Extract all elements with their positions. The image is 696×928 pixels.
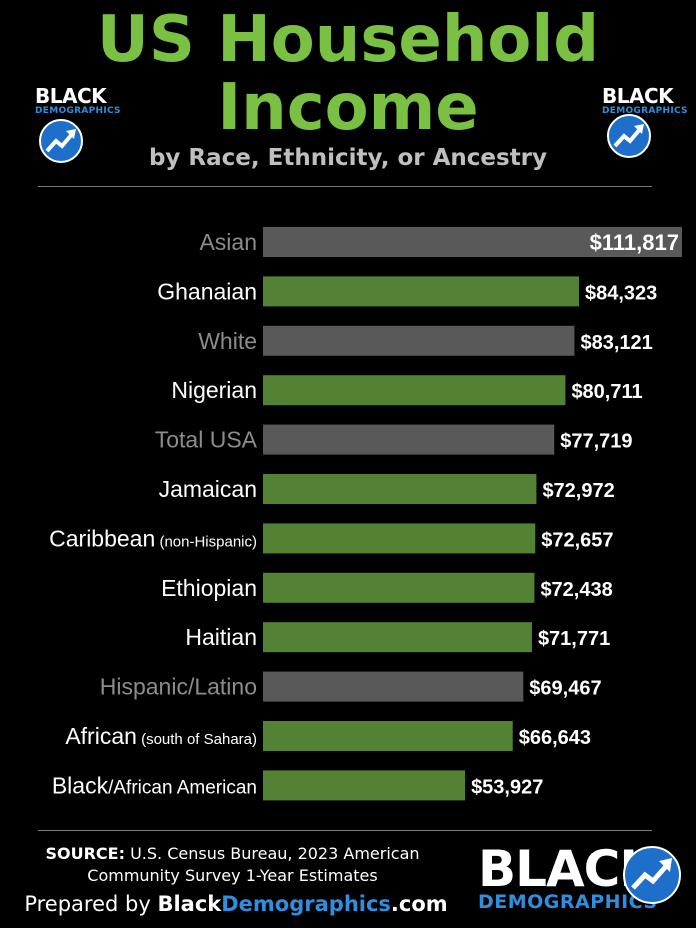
category-label: Ghanaian: [157, 278, 257, 304]
logo-word-black: BLACK: [35, 84, 107, 108]
page-title-line1: US Household: [96, 3, 600, 77]
value-label: $80,711: [571, 381, 642, 403]
bar: [263, 424, 555, 455]
value-label: $77,719: [560, 431, 632, 453]
bar: [263, 671, 524, 702]
category-label: Total USA: [155, 427, 258, 453]
source-label: SOURCE:: [45, 844, 125, 863]
income-bar-chart: Asian $111,817 Ghanaian $84,323 White $83,121…: [49, 227, 682, 801]
category-label: Jamaican: [159, 476, 257, 502]
bar: [263, 523, 536, 554]
category-label: Ethiopian: [161, 575, 257, 601]
bar: [263, 770, 466, 801]
category-label: Nigerian: [171, 377, 257, 403]
logo-top-left: BLACK DEMOGRAPHICS: [35, 84, 121, 163]
prepared-brand-demographics: Demographics: [221, 892, 391, 916]
logo-word-demographics: DEMOGRAPHICS: [478, 891, 658, 913]
value-label: $83,121: [580, 332, 652, 354]
category-label: Haitian: [185, 624, 257, 650]
page-title-line2: Income: [217, 71, 479, 145]
trending-up-arrow-icon: [39, 119, 83, 163]
source-note: SOURCE: U.S. Census Bureau, 2023 America…: [0, 843, 465, 887]
category-label: Hispanic/Latino: [100, 674, 257, 700]
bar: [263, 622, 532, 653]
category-label: African (south of Sahara): [65, 723, 257, 749]
prepared-prefix: Prepared by: [24, 892, 151, 916]
prepared-by: Prepared by BlackDemographics.com: [0, 890, 472, 918]
source-text: U.S. Census Bureau, 2023 American: [130, 844, 420, 863]
value-label: $71,771: [538, 628, 610, 650]
logo-word-demographics: DEMOGRAPHICS: [35, 106, 121, 116]
category-label: White: [198, 328, 257, 354]
bar: [263, 375, 566, 406]
bar: [263, 276, 579, 307]
value-label: $53,927: [471, 776, 543, 798]
prepared-brand-black: Black: [157, 892, 222, 916]
value-label: $72,972: [542, 480, 614, 502]
prepared-brand-com: .com: [390, 892, 448, 916]
page-subtitle: by Race, Ethnicity, or Ancestry: [148, 145, 548, 171]
value-label: $72,657: [541, 529, 613, 551]
category-label: Caribbean (non-Hispanic): [49, 525, 257, 551]
trending-up-arrow-icon: [623, 846, 681, 904]
source-text-line2: Community Survey 1-Year Estimates: [87, 866, 378, 885]
footer-divider: [38, 830, 652, 831]
bar: [263, 572, 535, 603]
value-label: $84,323: [585, 282, 657, 304]
bar: [263, 474, 537, 504]
value-label: $69,467: [529, 678, 601, 700]
bar: [263, 721, 513, 751]
category-label: Asian: [199, 229, 257, 255]
logo-top-right: BLACK DEMOGRAPHICS: [602, 84, 688, 158]
header-divider: [38, 186, 652, 187]
trending-up-arrow-icon: [607, 114, 651, 158]
logo-bottom-right: BLACK DEMOGRAPHICS: [478, 844, 681, 913]
value-label: $111,817: [590, 230, 679, 255]
logo-word-black: BLACK: [602, 84, 674, 108]
value-label: $66,643: [519, 727, 591, 749]
value-label: $72,438: [540, 579, 612, 601]
bar: [263, 227, 682, 257]
logo-word-demographics: DEMOGRAPHICS: [602, 106, 688, 116]
bar: [263, 325, 575, 356]
category-label: Black/African American: [52, 772, 257, 798]
